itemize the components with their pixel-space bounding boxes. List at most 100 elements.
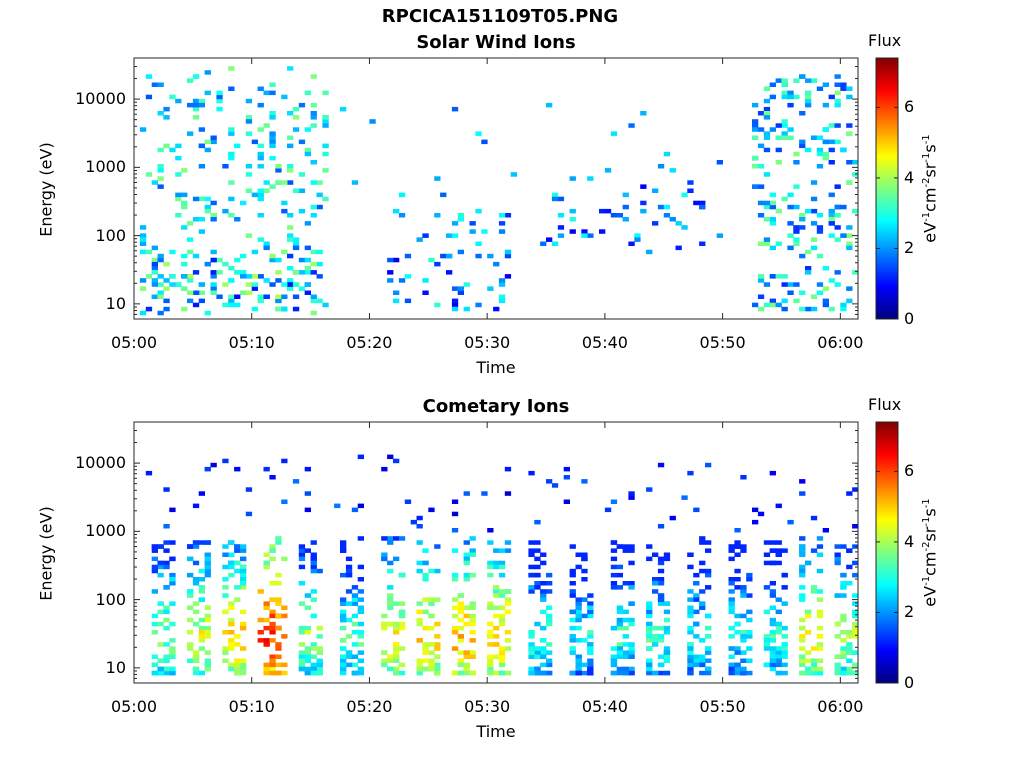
heatmap-cell	[616, 572, 623, 578]
heatmap-cell	[181, 261, 188, 267]
heatmap-cell	[810, 548, 818, 553]
heatmap-cell	[652, 577, 659, 582]
heatmap-cell	[793, 225, 800, 230]
heatmap-cell	[705, 548, 712, 553]
heatmap-cell	[228, 638, 235, 643]
heatmap-cell	[763, 237, 771, 242]
heatmap-cell	[157, 560, 164, 566]
heatmap-cell	[551, 483, 559, 488]
heatmap-cell	[575, 609, 582, 615]
heatmap-cell	[393, 654, 400, 659]
heatmap-cell	[204, 90, 211, 96]
heatmap-cell	[493, 261, 500, 267]
heatmap-cell	[298, 102, 306, 108]
heatmap-cell	[157, 670, 164, 676]
heatmap-cell	[622, 609, 629, 615]
heatmap-cell	[699, 658, 706, 663]
heatmap-cell	[628, 581, 635, 586]
heatmap-cell	[163, 306, 170, 312]
heatmap-cell	[340, 597, 347, 602]
heatmap-cell	[769, 646, 776, 651]
heatmap-cell	[699, 638, 706, 643]
heatmap-cell	[816, 135, 824, 140]
heatmap-cell	[216, 94, 223, 100]
heatmap-cell	[310, 123, 317, 128]
heatmap-cell	[534, 670, 541, 676]
heatmap-cell	[810, 658, 818, 663]
heatmap-cell	[846, 564, 853, 570]
heatmap-cell	[498, 221, 506, 226]
heatmap-cell	[652, 634, 659, 639]
heatmap-cell	[151, 544, 158, 549]
heatmap-cell	[504, 249, 512, 255]
heatmap-cell	[398, 613, 406, 619]
heatmap-cell	[663, 670, 671, 676]
heatmap-cell	[451, 499, 459, 504]
heatmap-cell	[251, 139, 258, 145]
heatmap-cell	[187, 274, 194, 279]
heatmap-cell	[498, 229, 506, 234]
heatmap-cell	[810, 221, 818, 226]
heatmap-cell	[504, 540, 512, 545]
heatmap-cell	[646, 666, 653, 672]
heatmap-cell	[269, 184, 276, 189]
heatmap-cell	[139, 233, 147, 238]
heatmap-cell	[781, 642, 788, 647]
heatmap-cell	[534, 581, 541, 586]
heatmap-cell	[163, 642, 170, 647]
heatmap-cell	[257, 151, 264, 157]
heatmap-cell	[345, 617, 353, 623]
heatmap-cell	[292, 245, 300, 251]
heatmap-cell	[304, 221, 311, 226]
heatmap-cell	[775, 78, 782, 83]
heatmap-cell	[793, 237, 800, 242]
heatmap-cell	[210, 135, 217, 140]
heatmap-cell	[816, 164, 824, 169]
heatmap-cell	[616, 213, 623, 218]
heatmap-cell	[157, 257, 164, 263]
heatmap-cell	[734, 670, 741, 676]
heatmap-cell	[546, 642, 553, 647]
heatmap-cell	[393, 630, 400, 635]
heatmap-cell	[304, 90, 311, 96]
heatmap-cell	[228, 294, 235, 299]
heatmap-cell	[787, 204, 794, 210]
heatmap-cell	[451, 528, 459, 533]
heatmap-cell	[298, 581, 306, 586]
heatmap-cell	[434, 642, 441, 647]
heatmap-cell	[828, 278, 835, 283]
heatmap-cell	[451, 613, 459, 619]
heatmap-cell	[463, 306, 470, 312]
heatmap-cell	[487, 666, 494, 672]
heatmap-cell	[245, 98, 253, 104]
colorbar-tick-label: 0	[904, 673, 915, 692]
heatmap-cell	[269, 556, 276, 562]
heatmap-cell	[181, 306, 188, 312]
heatmap-cell	[852, 524, 859, 529]
heatmap-cell	[234, 634, 241, 639]
heatmap-cell	[657, 577, 665, 582]
heatmap-cell	[734, 577, 741, 582]
heatmap-cell	[204, 466, 211, 472]
heatmap-cell	[263, 662, 270, 668]
heatmap-cell	[769, 634, 776, 639]
heatmap-cell	[275, 257, 282, 263]
heatmap-cell	[228, 617, 235, 623]
heatmap-cell	[834, 90, 841, 96]
heatmap-cell	[292, 188, 300, 193]
heatmap-cell	[304, 605, 311, 610]
x-tick-label: 05:50	[699, 333, 746, 352]
heatmap-cell	[228, 155, 235, 161]
heatmap-cell	[269, 597, 276, 602]
heatmap-cell	[169, 274, 176, 279]
heatmap-cell	[228, 131, 235, 136]
heatmap-cell	[157, 164, 164, 169]
heatmap-cell	[198, 290, 205, 295]
heatmap-cell	[752, 184, 759, 189]
heatmap-cell	[257, 617, 264, 623]
heatmap-cell	[287, 253, 294, 259]
heatmap-cell	[310, 568, 317, 574]
heatmap-cell	[240, 609, 247, 615]
heatmap-cell	[198, 634, 205, 639]
heatmap-cell	[216, 270, 223, 275]
